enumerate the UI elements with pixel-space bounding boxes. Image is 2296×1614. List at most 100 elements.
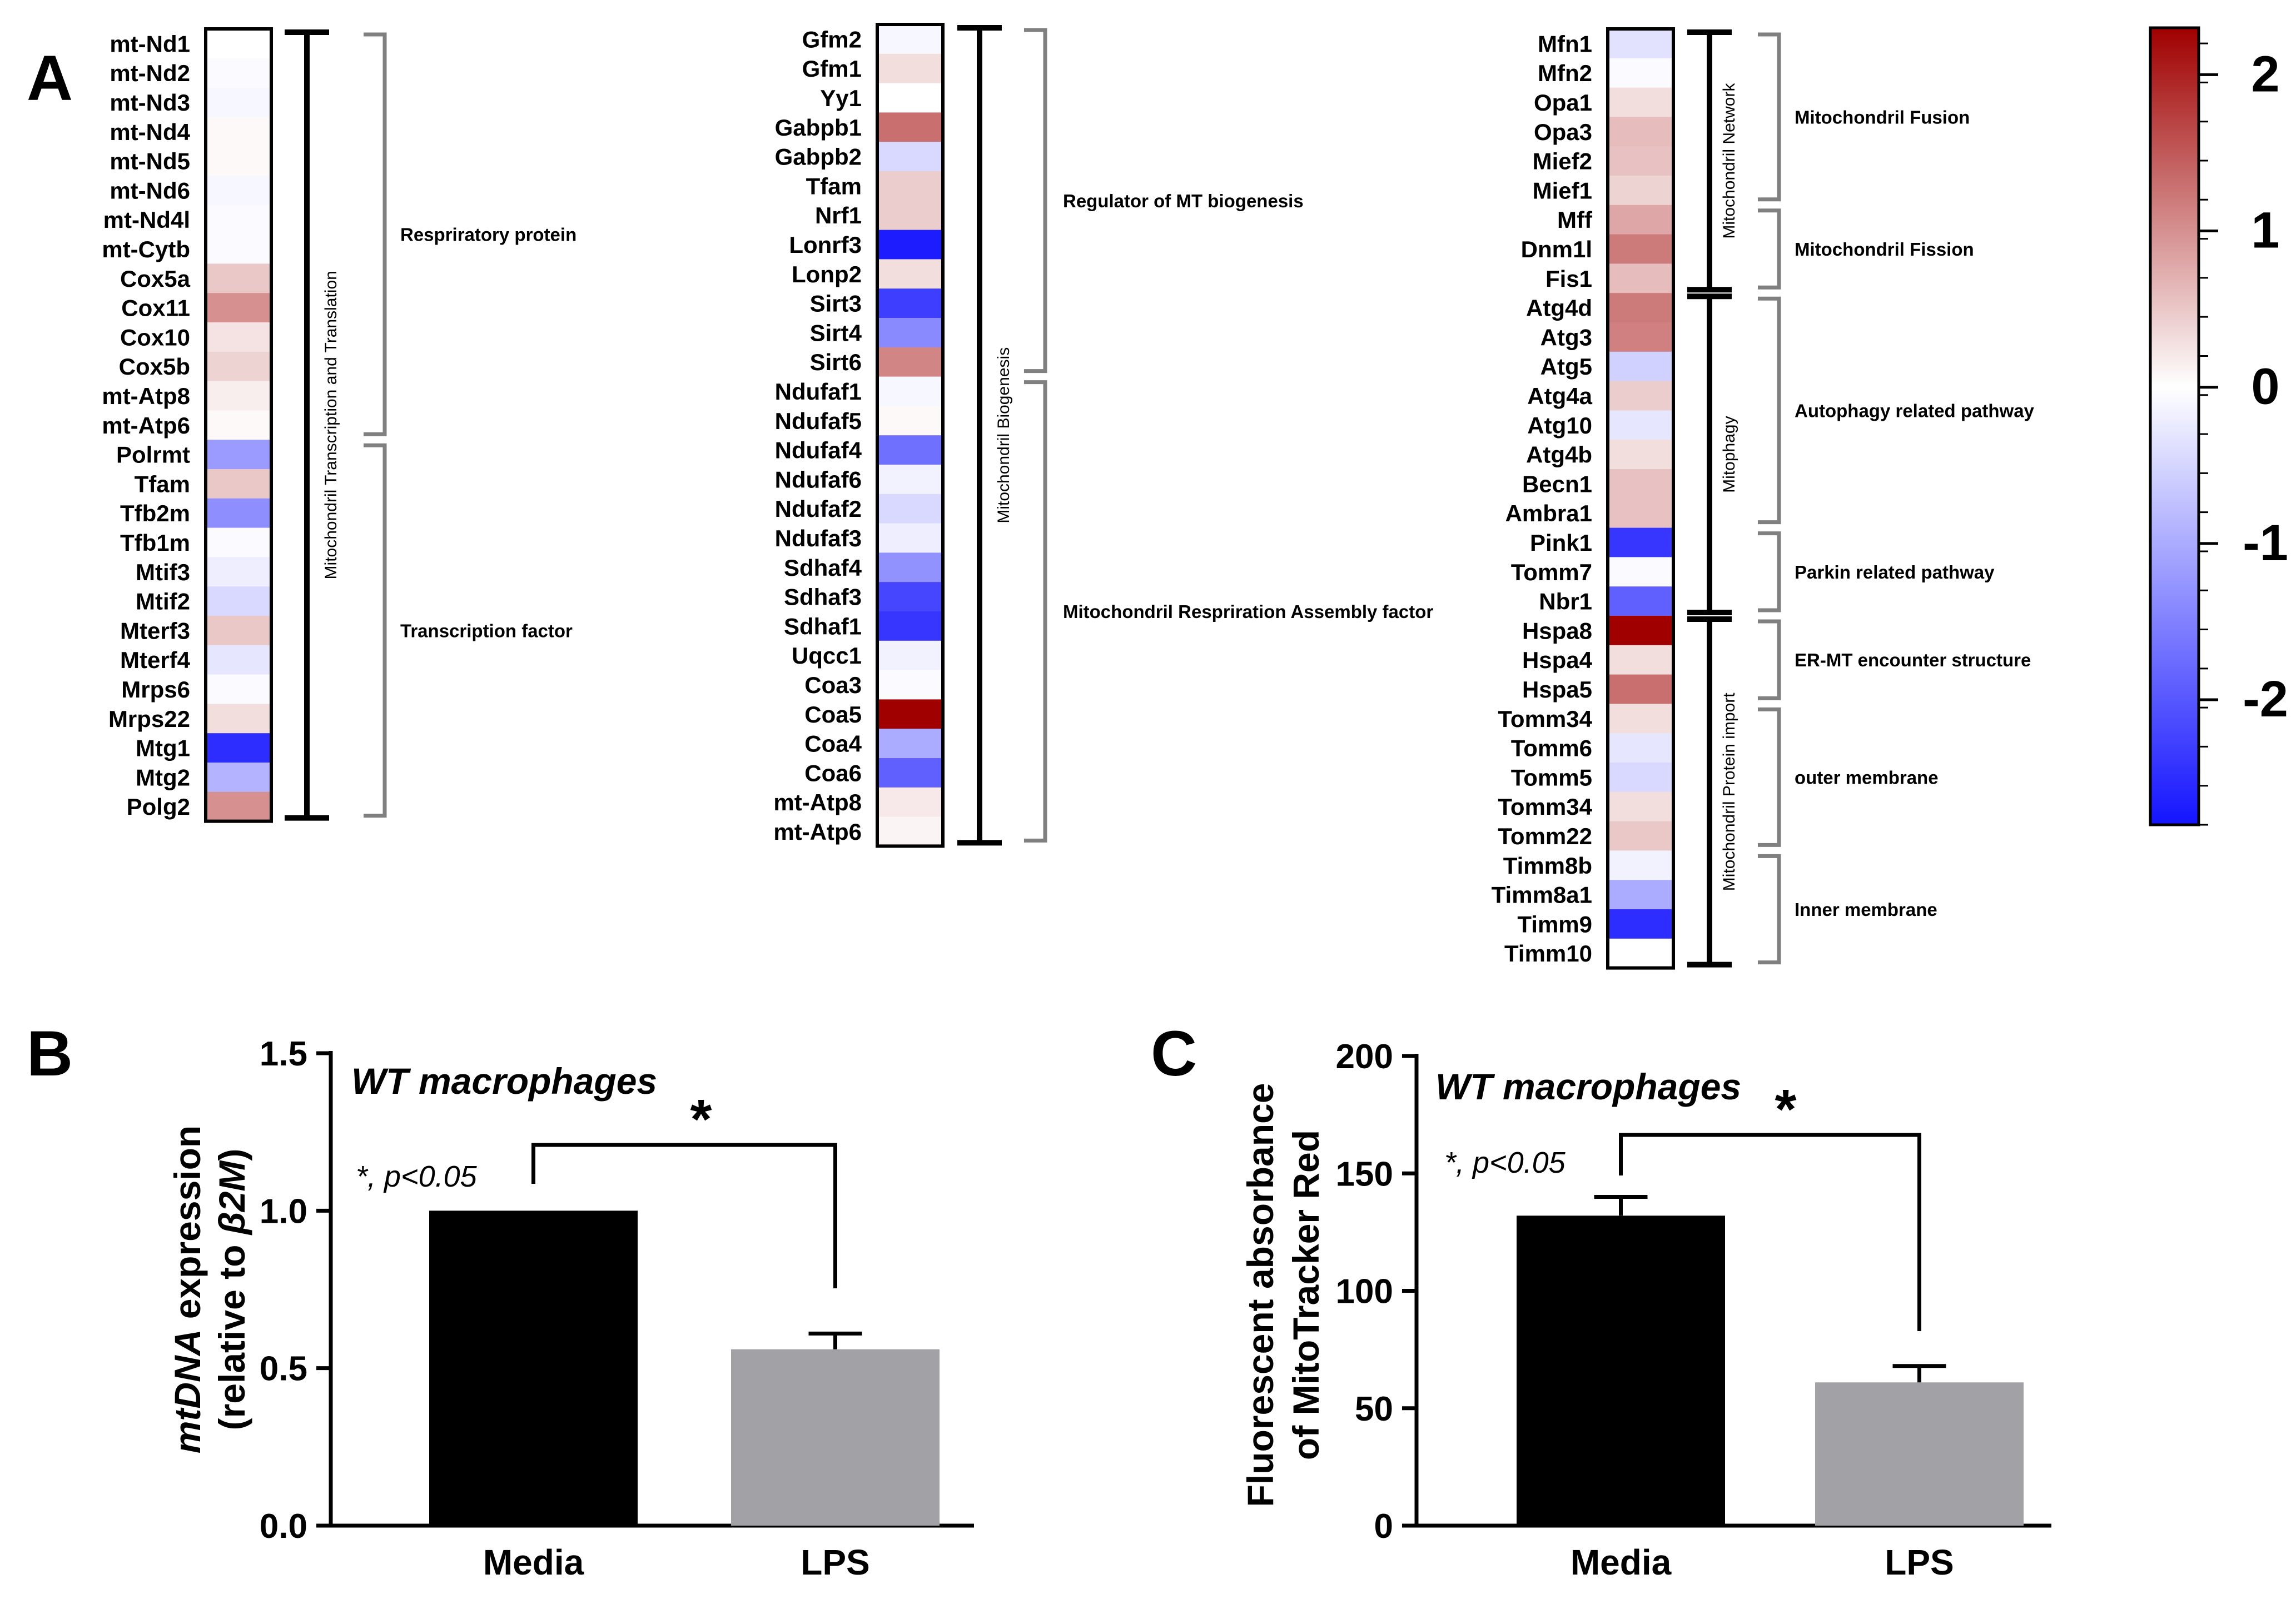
gene-label: mt-Nd6	[110, 177, 190, 203]
bar-chart-mtdna: 0.0 0.5 1.0 1.5 Media LPS * WT macrophages *, p<…	[167, 1035, 974, 1582]
heatmap-cell	[206, 263, 271, 293]
y-axis-label-line1: mtDNA expression	[167, 1125, 208, 1454]
heatmap-cell	[206, 527, 271, 557]
y-axis-label-text: )	[211, 1149, 252, 1161]
heatmap-cell	[1608, 410, 1673, 440]
gene-label: Polrmt	[116, 442, 190, 468]
gene-label: Mterf3	[120, 617, 190, 644]
heatmap-cell	[206, 645, 271, 675]
heatmap-cell	[1608, 205, 1673, 235]
group-label: ER-MT encounter structure	[1795, 650, 2031, 670]
gene-label: Sirt6	[810, 349, 862, 375]
heatmap-cell	[877, 729, 943, 759]
gene-label: Atg4d	[1526, 295, 1592, 321]
y-axis-label-italic: β2M	[211, 1160, 252, 1236]
gene-label: Mtif3	[136, 559, 190, 585]
heatmap-cell	[1608, 234, 1673, 264]
group-bracket: outer membrane	[1758, 707, 1939, 847]
gene-label: Gabpb1	[775, 114, 862, 141]
p-value-annotation: *, p<0.05	[1444, 1146, 1566, 1179]
y-axis-label-line2: of MitoTracker Red	[1285, 1130, 1326, 1460]
heatmap-column-border	[1606, 27, 1675, 970]
group-bracket-line	[1758, 208, 1781, 290]
heatmap-cell	[206, 498, 271, 529]
heatmap-cell	[206, 205, 271, 235]
bar	[429, 1210, 638, 1526]
gene-label: mt-Nd3	[110, 89, 190, 116]
heatmap-cell	[1608, 938, 1673, 969]
heatmap-cell	[206, 58, 271, 88]
group-bracket-line	[1758, 619, 1781, 700]
heatmap-cell	[206, 87, 271, 117]
heatmap-cell	[877, 640, 943, 671]
gene-label: Mief1	[1533, 177, 1592, 203]
heatmap-cell	[1608, 909, 1673, 939]
heatmap-cell	[877, 699, 943, 729]
heatmap-cell	[877, 142, 943, 172]
heatmap-cell	[877, 230, 943, 260]
colorbar: 2 1 0 -1 -2	[2149, 26, 2288, 826]
colorbar-tick-label: -2	[2243, 671, 2288, 728]
heatmap-cell	[877, 787, 943, 818]
group-label: Mitochondril Fission	[1795, 239, 1974, 260]
gene-label: Timm8a1	[1492, 882, 1592, 908]
gene-label: Atg3	[1540, 324, 1592, 350]
group-label: Transcription factor	[400, 620, 573, 641]
category-label: Mitophagy	[1720, 416, 1738, 492]
heatmap-cell	[206, 29, 271, 59]
heatmap-cell	[206, 791, 271, 822]
gene-label: Tfam	[806, 173, 862, 199]
gene-label: Gfm2	[802, 26, 862, 52]
heatmap-cell	[877, 465, 943, 495]
gene-label: Tomm34	[1498, 794, 1592, 820]
group-label: Autophagy related pathway	[1795, 400, 2035, 421]
gene-label: Sirt4	[810, 320, 862, 346]
gene-label: Ambra1	[1505, 500, 1592, 526]
gene-label: Tomm5	[1511, 764, 1592, 790]
gene-label: Ndufaf6	[775, 466, 862, 492]
gene-label: Pink1	[1530, 530, 1592, 556]
gene-label: mt-Nd5	[110, 148, 190, 175]
gene-label: Tomm6	[1511, 735, 1592, 761]
heatmap-column-border	[876, 23, 945, 848]
significance-bracket	[531, 1143, 837, 1288]
gene-label: Hspa8	[1522, 617, 1592, 644]
heatmap-cell	[206, 322, 271, 352]
heatmap-cell	[1608, 58, 1673, 88]
heatmap-cell	[877, 376, 943, 406]
category-label: Mitochondril Protein import	[1720, 693, 1738, 891]
heatmap-cell	[1608, 498, 1673, 529]
heatmap-cell	[206, 763, 271, 793]
heatmap-cell	[877, 523, 943, 553]
gene-label: Mtif2	[136, 589, 190, 615]
category-label: Mitochondril Transcription and Translati…	[322, 271, 340, 579]
heatmap-cell	[206, 674, 271, 704]
heatmap-cell	[1608, 146, 1673, 176]
heatmap-cell	[1608, 645, 1673, 675]
heatmap-cell	[1608, 351, 1673, 382]
gene-label: Mrps6	[121, 676, 190, 703]
gene-label: Gabpb2	[775, 144, 862, 170]
heatmap-cell	[206, 616, 271, 646]
gene-label: Fis1	[1545, 266, 1592, 292]
gene-label: Mtg1	[136, 735, 190, 761]
gene-label: Mief2	[1533, 148, 1592, 175]
colorbar-tick-label: 2	[2251, 46, 2279, 102]
group-bracket: Mitochondril Respriration Assembly facto…	[1024, 380, 1433, 843]
bar	[1815, 1382, 2024, 1526]
category-bracket: Mitochondril Biogenesis	[957, 25, 1013, 846]
heatmap-cell	[1608, 821, 1673, 851]
group-label: Respriratory protein	[400, 225, 577, 245]
category-label: Mitochondril Biogenesis	[995, 347, 1013, 524]
y-axis-label-italic: mtDNA	[167, 1329, 208, 1454]
category-bracket: Mitochondril Protein import	[1687, 616, 1738, 968]
heatmap-cell	[206, 351, 271, 382]
gene-label: Ndufaf1	[775, 378, 862, 405]
significance-star: *	[1775, 1078, 1797, 1140]
group-label: outer membrane	[1795, 767, 1939, 788]
panel-label-a: A	[27, 43, 73, 114]
gene-label: Lonp2	[792, 261, 862, 287]
gene-label: Coa5	[804, 701, 862, 728]
